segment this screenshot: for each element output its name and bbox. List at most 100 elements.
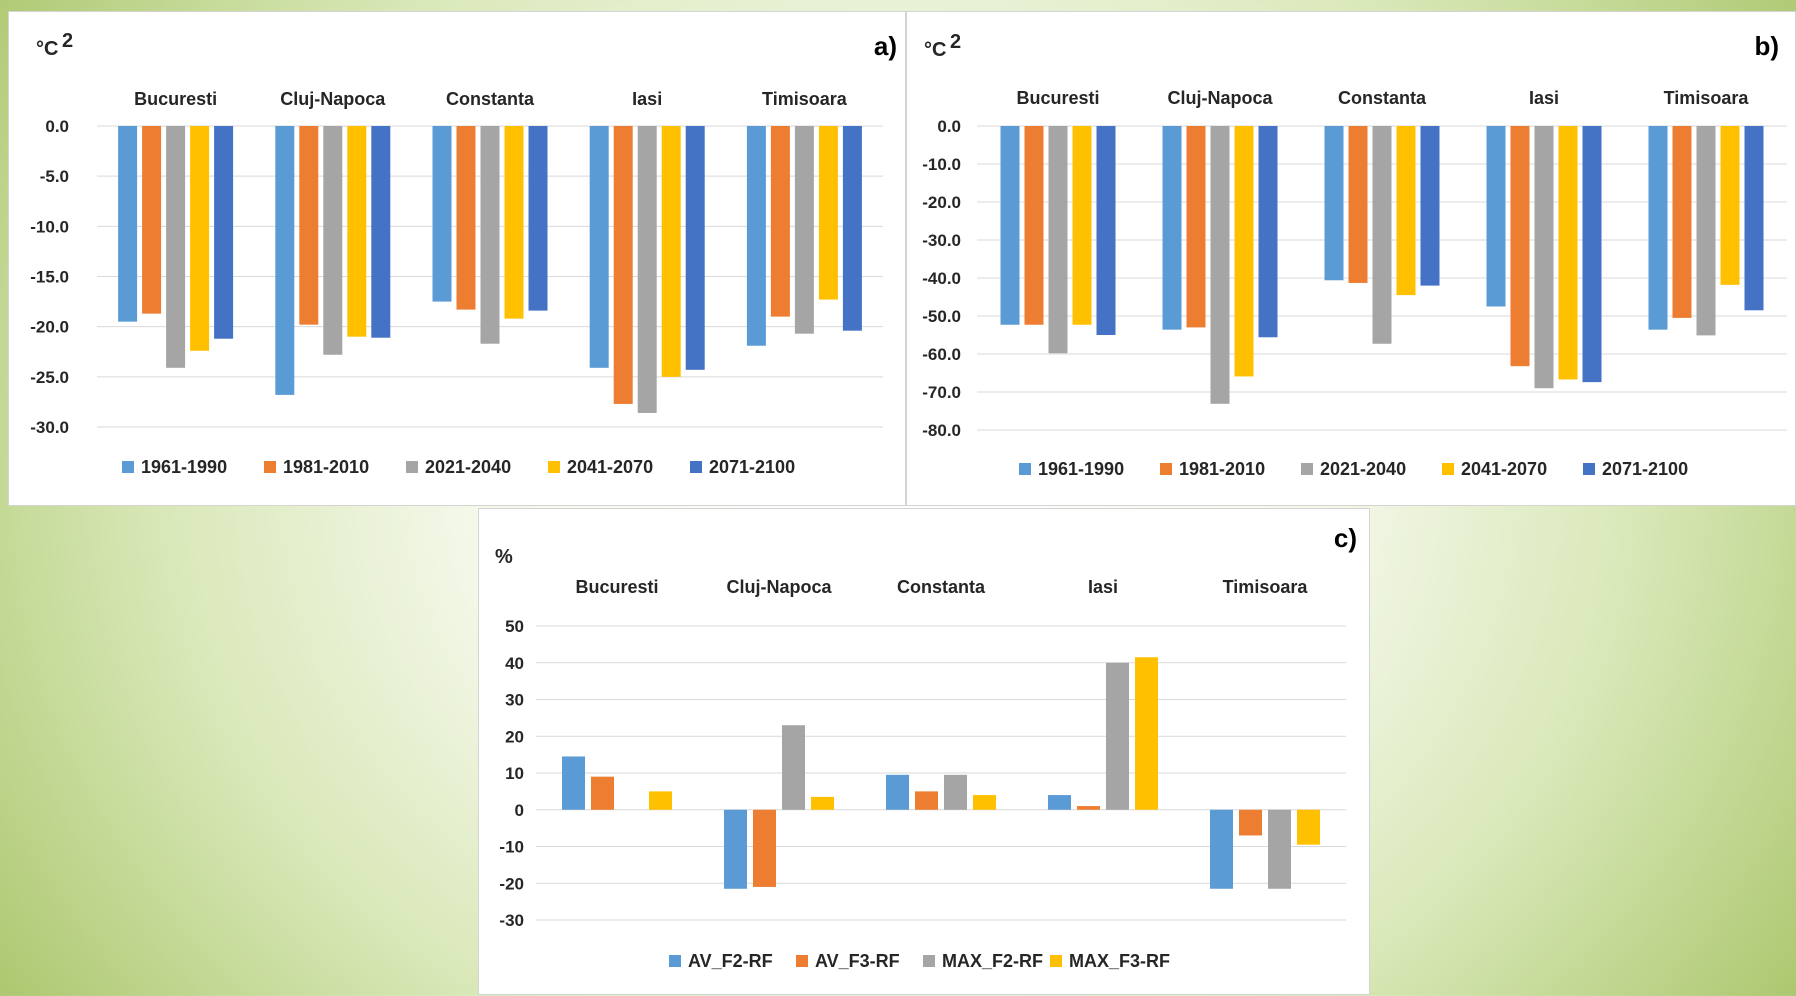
chart-b-bar xyxy=(1648,126,1668,330)
chart-c-legend-swatch xyxy=(796,955,808,967)
chart-c-bar xyxy=(886,774,909,810)
chart-a-bar xyxy=(661,126,681,377)
chart-c-y-tick-label: 20 xyxy=(505,727,524,746)
chart-a-bar xyxy=(371,126,391,338)
chart-c-y-tick-label: 40 xyxy=(505,654,524,673)
chart-a-bar xyxy=(299,126,319,325)
chart-b-bar xyxy=(1258,126,1278,338)
chart-b-legend-label: 2071-2100 xyxy=(1602,459,1688,479)
chart-panel-c: 50 40 30 20 10 0 -10 -20 -30% c) Bucuresti Cluj-Nap… xyxy=(478,508,1370,995)
chart-a-bar xyxy=(528,126,548,311)
chart-panel-a: 0.0 -5.0 -10.0 -15.0 -20.0 -25.0 -30.0 °C 2 a) Buc… xyxy=(8,11,906,506)
chart-a-bar xyxy=(432,126,452,302)
chart-a-y-tick-label: -10.0 xyxy=(30,217,69,236)
chart-a-category-label: Timisoara xyxy=(762,89,848,109)
chart-a-bar xyxy=(275,126,295,395)
chart-b-category-label: Bucuresti xyxy=(1016,88,1099,108)
chart-b-legend-swatch xyxy=(1442,463,1454,475)
chart-c-bar xyxy=(1268,809,1291,889)
chart-a-category-label: Constanta xyxy=(446,89,535,109)
chart-c-panel-label: c) xyxy=(1334,523,1357,553)
chart-a-legend-swatch xyxy=(406,461,418,473)
chart-b-unit-label: °C xyxy=(924,39,946,61)
chart-c-y-tick-label: 50 xyxy=(505,617,524,636)
chart-c-y-tick-label: 30 xyxy=(505,691,524,710)
chart-b-bar xyxy=(1720,126,1740,285)
chart-b-bar xyxy=(1420,126,1440,286)
chart-b-bar xyxy=(1072,126,1092,325)
chart-a-y-tick-label: -20.0 xyxy=(30,318,69,337)
chart-b-y-tick-label: 0.0 xyxy=(937,117,961,136)
chart-c-category-label: Iasi xyxy=(1088,577,1118,597)
chart-a-legend-swatch xyxy=(548,461,560,473)
chart-b-legend-label: 1981-2010 xyxy=(1179,459,1265,479)
chart-b-y-tick-label: -50.0 xyxy=(922,307,961,326)
chart-a-bar xyxy=(142,126,162,314)
chart-c-bar xyxy=(649,791,672,810)
chart-b-y-tick-label: -10.0 xyxy=(922,155,961,174)
chart-a-bar xyxy=(746,126,766,346)
chart-c-y-tick-label: 10 xyxy=(505,764,524,783)
chart-b-bar xyxy=(1210,126,1230,404)
chart-a-legend-label: 2041-2070 xyxy=(567,457,653,477)
chart-b-bar xyxy=(1024,126,1044,325)
chart-a-y-tick-label: -5.0 xyxy=(40,167,69,186)
chart-a-legend-label: 1961-1990 xyxy=(141,457,227,477)
chart-c-y-tick-label: -30 xyxy=(499,911,524,930)
chart-b-bar xyxy=(1324,126,1344,281)
chart-b-bar xyxy=(1744,126,1764,311)
chart-panel-b: 0.0 -10.0 -20.0 -30.0 -40.0 -50.0 -60.0 -70.0 -8… xyxy=(906,11,1796,506)
chart-a-bar xyxy=(323,126,343,355)
chart-a-legend-swatch xyxy=(122,461,134,473)
chart-a-category-label: Cluj-Napoca xyxy=(280,89,386,109)
chart-a-y-tick-label: -15.0 xyxy=(30,268,69,287)
chart-a-bar xyxy=(637,126,657,413)
chart-c-svg: 50 40 30 20 10 0 -10 -20 -30% c) Bucuresti Cluj-Nap… xyxy=(495,523,1357,971)
chart-a-y-tick-label: -30.0 xyxy=(30,418,69,437)
chart-c-bar xyxy=(782,725,805,810)
chart-b-legend-swatch xyxy=(1301,463,1313,475)
chart-c-y-tick-label: -20 xyxy=(499,874,524,893)
chart-a-unit-label: °C xyxy=(36,38,58,60)
chart-c-legend-label: AV_F2-RF xyxy=(688,951,773,971)
chart-b-category-label: Constanta xyxy=(1338,88,1427,108)
chart-c-category-label: Constanta xyxy=(897,577,986,597)
chart-b-bar xyxy=(1510,126,1530,367)
chart-c-legend-label: MAX_F2-RF xyxy=(942,951,1043,971)
chart-a-bar xyxy=(613,126,633,404)
chart-a-bar xyxy=(190,126,210,351)
chart-b-bar xyxy=(1162,126,1182,330)
chart-c-bar xyxy=(591,776,614,810)
chart-c-bar xyxy=(724,809,747,889)
chart-a-legend-label: 2071-2100 xyxy=(709,457,795,477)
chart-b-bar xyxy=(1534,126,1554,389)
chart-c-legend-swatch xyxy=(669,955,681,967)
chart-c-bar xyxy=(1077,806,1100,810)
chart-b-category-label: Timisoara xyxy=(1664,88,1750,108)
chart-c-legend-label: MAX_F3-RF xyxy=(1069,951,1170,971)
chart-b-bar xyxy=(1486,126,1506,307)
chart-a-unit-superscript: 2 xyxy=(62,30,73,52)
chart-b-y-tick-label: -80.0 xyxy=(922,421,961,440)
chart-b-bar xyxy=(1558,126,1578,380)
chart-c-unit-label: % xyxy=(495,546,513,568)
chart-b-legend-label: 2021-2040 xyxy=(1320,459,1406,479)
chart-b-y-tick-label: -30.0 xyxy=(922,231,961,250)
chart-a-category-label: Iasi xyxy=(632,89,662,109)
chart-a-bar xyxy=(480,126,500,344)
chart-a-bar xyxy=(456,126,476,310)
chart-b-y-tick-label: -20.0 xyxy=(922,193,961,212)
chart-a-category-label: Bucuresti xyxy=(134,89,217,109)
chart-b-legend-label: 2041-2070 xyxy=(1461,459,1547,479)
chart-b-panel-label: b) xyxy=(1754,31,1779,61)
chart-a-bar xyxy=(770,126,790,317)
chart-c-bar xyxy=(1239,809,1262,836)
chart-c-bar xyxy=(944,774,967,810)
chart-c-category-label: Bucuresti xyxy=(575,577,658,597)
chart-a-legend-swatch xyxy=(264,461,276,473)
chart-c-bar xyxy=(1297,809,1320,845)
chart-b-category-label: Iasi xyxy=(1529,88,1559,108)
chart-b-bar xyxy=(1672,126,1692,318)
chart-b-bar xyxy=(1696,126,1716,336)
chart-b-legend-swatch xyxy=(1019,463,1031,475)
